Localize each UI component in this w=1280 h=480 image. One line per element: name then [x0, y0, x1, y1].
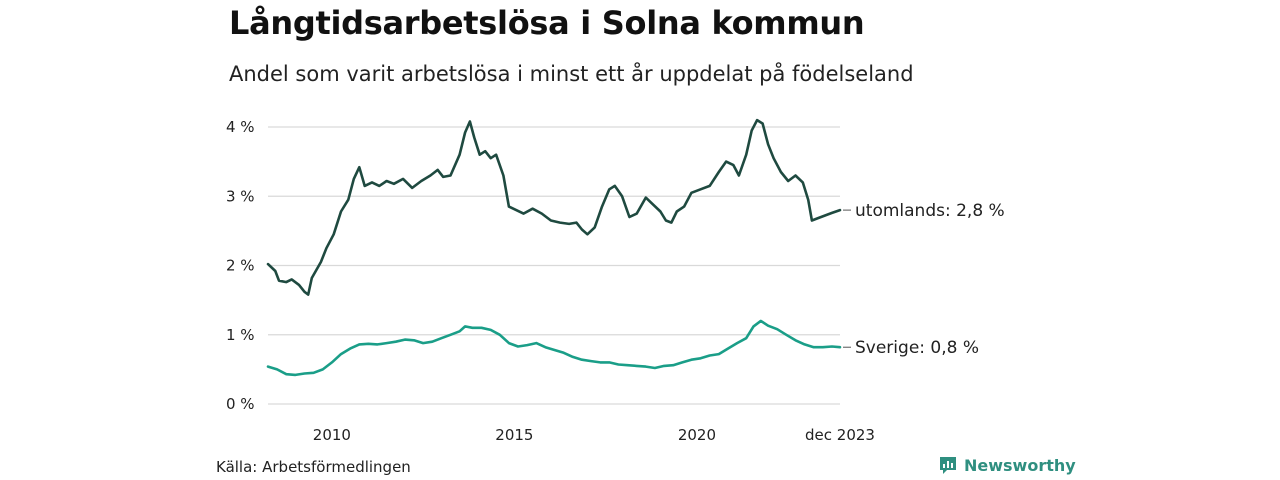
x-tick-label: 2010 [313, 426, 351, 444]
series-layer: utomlands: 2,8 % Sverige: 0,8 % [266, 118, 1005, 377]
y-tick-label: 3 % [226, 187, 255, 205]
series-line-sverige [266, 319, 842, 377]
y-tick-label: 1 % [226, 326, 255, 344]
brand-name: Newsworthy [964, 455, 1076, 475]
series-line-utomlands [266, 118, 842, 296]
x-tick-label: 2020 [678, 426, 716, 444]
y-axis: 0 % 1 % 2 % 3 % 4 % [226, 118, 255, 413]
brand-logo: Newsworthy [938, 455, 1076, 475]
y-tick-label: 2 % [226, 257, 255, 275]
chart-subtitle: Andel som varit arbetslösa i minst ett å… [229, 62, 914, 86]
source-note: Källa: Arbetsförmedlingen [216, 458, 411, 476]
y-tick-label: 0 % [226, 395, 255, 413]
x-axis: 2010 2015 2020 dec 2023 [313, 426, 875, 444]
chart-title: Långtidsarbetslösa i Solna kommun [229, 4, 865, 42]
x-tick-label: dec 2023 [805, 426, 875, 444]
newsworthy-logo-icon [940, 457, 956, 474]
series-end-label-utomlands: utomlands: 2,8 % [855, 201, 1005, 221]
y-tick-label: 4 % [226, 118, 255, 136]
series-end-label-sverige: Sverige: 0,8 % [855, 338, 979, 358]
x-tick-label: 2015 [495, 426, 533, 444]
grid-layer [268, 126, 840, 405]
